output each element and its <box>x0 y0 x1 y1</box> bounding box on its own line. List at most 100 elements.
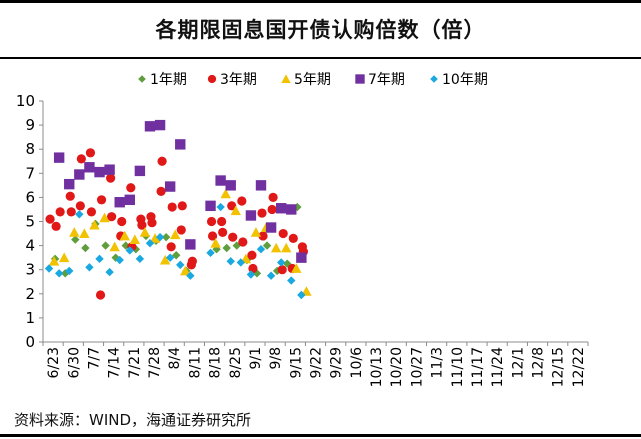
x-tick-label: 11/17 <box>470 347 486 387</box>
data-point <box>180 265 191 276</box>
x-tick-label: 11/24 <box>490 347 506 387</box>
data-point <box>157 156 167 166</box>
series-2 <box>45 148 308 300</box>
x-tick-label: 9/22 <box>309 347 325 378</box>
data-point <box>268 192 278 202</box>
y-tick-label: 5 <box>25 213 35 231</box>
data-point <box>117 216 127 227</box>
data-point <box>107 212 117 222</box>
x-tick-label: 10/27 <box>409 347 425 387</box>
data-point <box>137 220 147 230</box>
data-point <box>126 183 136 193</box>
data-point <box>217 216 227 227</box>
legend-label: 1年期 <box>150 72 187 88</box>
data-point <box>270 242 282 253</box>
legend-item: 5年期 <box>281 72 331 88</box>
data-point <box>166 242 176 252</box>
data-point <box>55 207 65 217</box>
data-point <box>85 263 94 272</box>
data-point <box>206 248 215 258</box>
data-point <box>227 201 237 211</box>
data-point <box>135 254 145 264</box>
data-point <box>245 210 257 221</box>
data-point <box>258 231 268 241</box>
data-point <box>95 254 104 264</box>
legend-marker <box>207 74 217 84</box>
x-tick-label: 8/25 <box>228 347 244 378</box>
data-point <box>85 148 96 158</box>
x-tick-label: 9/1 <box>248 347 264 370</box>
data-point <box>247 250 257 260</box>
x-tick-label: 12/8 <box>531 347 547 378</box>
series-5 <box>44 202 306 300</box>
data-point <box>218 227 228 237</box>
x-tick-label: 7/14 <box>107 347 123 379</box>
y-tick-label: 6 <box>25 188 35 206</box>
data-point <box>296 252 307 263</box>
x-tick-label: 7/28 <box>147 347 163 378</box>
legend-item: 3年期 <box>207 72 257 88</box>
data-point <box>187 256 197 266</box>
x-tick-label: 6/30 <box>66 347 82 378</box>
data-point <box>265 222 277 233</box>
data-point <box>250 227 262 237</box>
data-point <box>287 276 296 285</box>
data-point <box>105 267 114 277</box>
data-point <box>124 194 135 206</box>
y-tick-label: 8 <box>25 140 35 158</box>
x-tick-label: 12/22 <box>571 347 587 387</box>
x-tick-label: 11/10 <box>450 347 466 387</box>
data-point <box>164 181 176 192</box>
data-point <box>75 201 85 211</box>
data-point <box>45 214 55 224</box>
data-point <box>276 258 286 267</box>
data-point <box>65 191 75 201</box>
data-point <box>257 208 267 218</box>
data-point <box>54 269 64 278</box>
data-point <box>262 241 272 250</box>
data-point <box>101 241 110 250</box>
legend-label: 3年期 <box>220 72 257 88</box>
data-point <box>167 202 177 212</box>
data-point <box>129 234 141 244</box>
x-tick-label: 8/4 <box>167 347 183 370</box>
data-point <box>156 186 166 196</box>
legend-item: 1年期 <box>138 72 187 88</box>
data-point <box>207 231 218 241</box>
legend-marker <box>430 75 438 83</box>
data-point <box>155 232 165 242</box>
data-point <box>89 219 100 230</box>
data-point <box>205 200 216 212</box>
data-point <box>222 243 231 253</box>
y-tick-label: 0 <box>25 333 35 351</box>
data-point <box>96 195 107 205</box>
data-point <box>111 253 120 262</box>
data-point <box>125 246 134 255</box>
data-point <box>95 290 106 300</box>
data-point <box>64 178 75 190</box>
data-point <box>86 207 97 217</box>
data-point <box>149 233 161 243</box>
data-point <box>266 271 276 280</box>
y-tick-label: 10 <box>16 92 35 110</box>
data-point <box>228 232 238 242</box>
data-point <box>139 227 151 237</box>
data-point <box>277 265 287 275</box>
data-point <box>144 121 156 132</box>
data-point <box>106 173 116 183</box>
data-point <box>44 264 54 273</box>
data-point <box>177 201 187 211</box>
data-point <box>238 237 248 247</box>
scatter-chart: 1年期 3年期 5年期 7年期 10年期 0 1 2 3 4 5 6 7 8 9 10 6/23 6/30 7/7… <box>16 72 589 387</box>
legend-marker <box>138 75 146 83</box>
data-point <box>161 232 171 242</box>
data-point <box>84 162 95 173</box>
x-tick-label: 11/3 <box>430 347 446 378</box>
data-point <box>286 204 297 215</box>
data-point <box>297 290 306 300</box>
data-point <box>75 210 84 219</box>
data-point <box>79 228 90 238</box>
data-point <box>159 254 171 265</box>
data-point <box>186 271 195 280</box>
legend-marker <box>281 74 291 83</box>
